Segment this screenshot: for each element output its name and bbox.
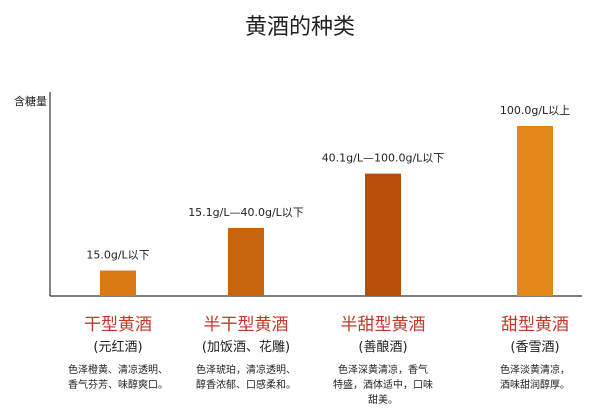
category-alias: (香雪酒) — [510, 340, 559, 355]
range-label: 15.1g/L—40.0g/L以下 — [188, 206, 304, 219]
bar — [100, 270, 136, 296]
category-name: 半干型黄酒 — [204, 315, 289, 335]
range-label: 40.1g/L—100.0g/L以下 — [322, 152, 445, 165]
category-desc-line: 醇香浓郁、口感柔和。 — [196, 378, 296, 391]
category-desc-line: 色泽琥珀，清凉透明、 — [196, 363, 296, 376]
bar — [228, 228, 264, 296]
category-name: 半甜型黄酒 — [341, 315, 426, 335]
range-label: 15.0g/L以下 — [86, 249, 149, 262]
category-desc-line: 色泽深黄清凉，香气 — [338, 363, 428, 376]
bar — [517, 126, 553, 296]
y-axis-label: 含糖量 — [14, 94, 47, 108]
bars — [100, 126, 553, 296]
category-desc-line: 酒味甜润醇厚。 — [500, 378, 570, 391]
category-desc-line: 香气芬芳、味醇爽口。 — [68, 378, 168, 391]
category-desc-line: 甜美。 — [368, 393, 398, 406]
category-name: 甜型黄酒 — [501, 315, 569, 335]
category-desc-line: 色泽淡黄清凉， — [500, 363, 570, 376]
category-desc-line: 色泽橙黄、清凉透明、 — [68, 363, 168, 376]
category-alias: (元红酒) — [93, 339, 142, 355]
category-desc-line: 特盛，酒体适中，口味 — [333, 378, 433, 391]
category-alias: (善酿酒) — [358, 339, 407, 355]
chart-title: 黄酒的种类 — [245, 15, 355, 40]
category-name: 干型黄酒 — [84, 315, 152, 335]
category-alias: (加饭酒、花雕) — [202, 339, 290, 355]
bar — [365, 173, 401, 296]
range-label: 100.0g/L以上 — [500, 104, 570, 117]
